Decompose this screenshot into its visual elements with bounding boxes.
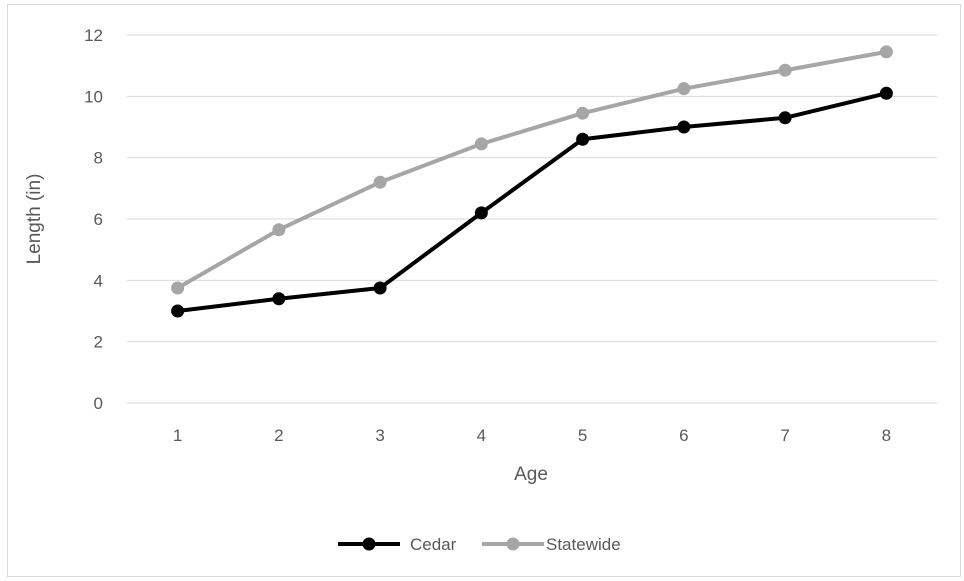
chart-frame bbox=[7, 4, 961, 577]
data-point-statewide bbox=[677, 82, 691, 96]
x-tick-label: 3 bbox=[375, 426, 384, 445]
y-tick-label: 2 bbox=[94, 333, 103, 352]
legend-label-cedar: Cedar bbox=[410, 535, 457, 554]
data-point-cedar bbox=[373, 281, 387, 295]
x-tick-label: 1 bbox=[173, 426, 182, 445]
legend: Cedar Statewide bbox=[338, 535, 621, 554]
x-axis-title: Age bbox=[514, 464, 548, 485]
x-tick-label: 7 bbox=[780, 426, 789, 445]
data-point-cedar bbox=[778, 111, 792, 125]
series-statewide bbox=[171, 45, 893, 295]
data-point-statewide bbox=[272, 223, 286, 237]
y-tick-label: 10 bbox=[84, 87, 103, 106]
data-point-cedar bbox=[272, 292, 286, 306]
y-tick-label: 0 bbox=[94, 394, 103, 413]
x-tick-label: 4 bbox=[477, 426, 486, 445]
data-point-statewide bbox=[171, 281, 185, 295]
y-tick-label: 8 bbox=[94, 149, 103, 168]
data-point-cedar bbox=[576, 132, 590, 146]
legend-marker-statewide bbox=[506, 537, 520, 551]
y-tick-label: 4 bbox=[94, 271, 103, 290]
series-line-statewide bbox=[175, 49, 889, 290]
y-tick-label: 6 bbox=[94, 210, 103, 229]
data-point-cedar bbox=[677, 120, 691, 134]
legend-label-statewide: Statewide bbox=[546, 535, 621, 554]
series-layer bbox=[171, 45, 893, 318]
x-axis-ticks: 1 2 3 4 5 6 7 8 bbox=[173, 426, 891, 445]
x-tick-label: 5 bbox=[578, 426, 587, 445]
data-point-cedar bbox=[879, 86, 893, 100]
data-point-statewide bbox=[778, 63, 792, 77]
legend-item-cedar: Cedar bbox=[338, 535, 457, 554]
x-tick-label: 2 bbox=[274, 426, 283, 445]
series-cedar bbox=[171, 86, 893, 318]
y-axis-title: Length (in) bbox=[24, 174, 45, 265]
data-point-statewide bbox=[373, 175, 387, 189]
x-tick-label: 8 bbox=[882, 426, 891, 445]
y-axis-ticks: 0 2 4 6 8 10 12 bbox=[84, 26, 103, 413]
data-point-statewide bbox=[474, 137, 488, 151]
x-tick-label: 6 bbox=[679, 426, 688, 445]
series-line-cedar bbox=[175, 91, 889, 313]
legend-item-statewide: Statewide bbox=[482, 535, 621, 554]
data-point-statewide bbox=[576, 106, 590, 120]
y-tick-label: 12 bbox=[84, 26, 103, 45]
data-point-statewide bbox=[879, 45, 893, 59]
gridlines bbox=[127, 34, 937, 404]
data-point-cedar bbox=[474, 206, 488, 220]
data-point-cedar bbox=[171, 304, 185, 318]
legend-marker-cedar bbox=[362, 537, 376, 551]
